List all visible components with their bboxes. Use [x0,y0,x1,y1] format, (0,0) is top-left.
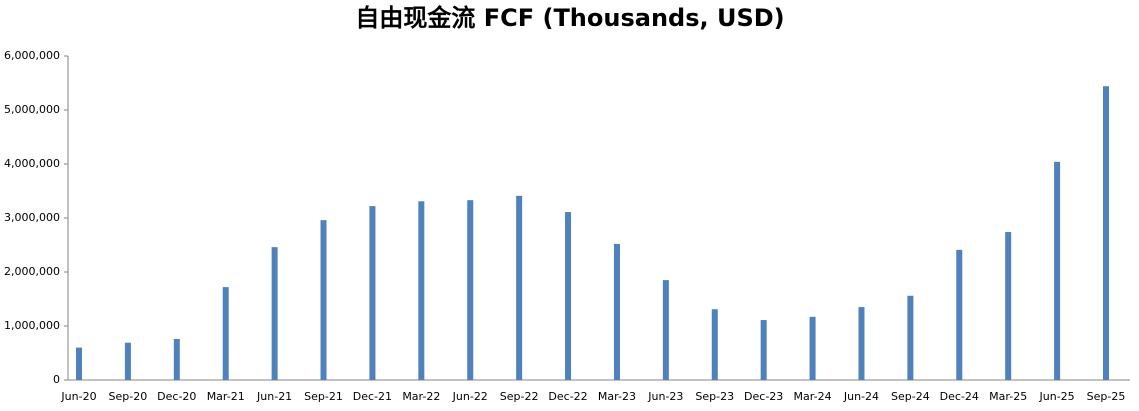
bar [613,243,620,380]
bar [320,220,327,380]
bar [369,206,376,380]
x-tick-label: Jun-22 [452,390,488,403]
x-tick-label: Mar-22 [402,390,440,403]
x-tick-label: Dec-22 [548,390,587,403]
y-tick-label: 0 [53,373,60,386]
bar [565,212,572,380]
bar [907,295,914,380]
bar [418,201,425,380]
y-tick-label: 1,000,000 [4,319,60,332]
y-tick-label: 5,000,000 [4,103,60,116]
x-tick-label: Jun-24 [843,390,879,403]
bar [1005,232,1012,380]
x-tick-label: Mar-25 [989,390,1027,403]
x-tick-label: Dec-24 [940,390,979,403]
x-tick-label: Mar-23 [598,390,636,403]
x-tick-label: Mar-24 [794,390,832,403]
y-tick-label: 6,000,000 [4,49,60,62]
x-tick-label: Dec-23 [744,390,783,403]
y-tick-label: 3,000,000 [4,211,60,224]
x-tick-label: Sep-22 [500,390,539,403]
x-tick-label: Sep-24 [891,390,930,403]
y-tick-label: 2,000,000 [4,265,60,278]
bar [662,280,669,380]
chart-title: 自由现金流 FCF (Thousands, USD) [355,4,784,32]
x-tick-label: Dec-21 [353,390,392,403]
x-tick-label: Dec-20 [157,390,196,403]
x-tick-label: Sep-20 [109,390,148,403]
x-tick-label: Sep-23 [695,390,734,403]
x-tick-label: Jun-21 [256,390,292,403]
x-tick-label: Jun-20 [60,390,96,403]
x-tick-label: Sep-21 [304,390,343,403]
y-tick-label: 4,000,000 [4,157,60,170]
bar [173,338,180,380]
x-tick-label: Jun-23 [647,390,683,403]
bar [222,287,229,380]
x-tick-label: Mar-21 [207,390,245,403]
bar [711,309,718,380]
bar [271,247,278,380]
bar [124,342,131,380]
bar [760,320,767,380]
bar [516,195,523,380]
bar [956,249,963,380]
bar [1054,161,1061,380]
x-tick-label: Jun-25 [1039,390,1075,403]
bar [1103,86,1109,381]
bar [76,347,82,380]
bar [467,200,474,380]
bar [809,316,816,380]
x-tick-label: Sep-25 [1087,390,1126,403]
bar [858,307,865,380]
